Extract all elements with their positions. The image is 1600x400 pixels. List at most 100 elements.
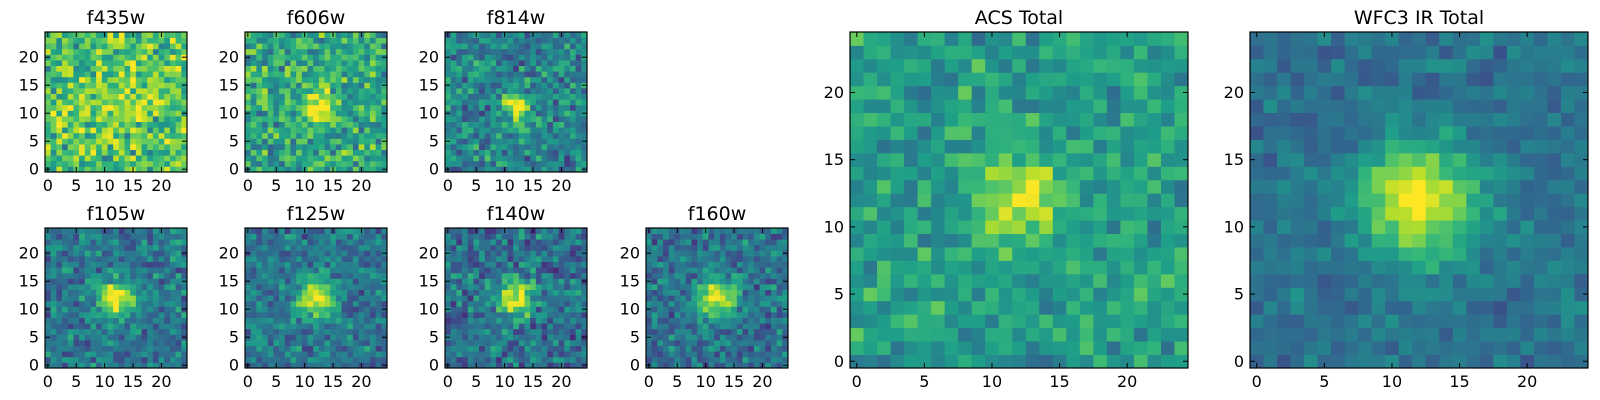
heatmap-cell [175,116,182,122]
heatmap-cell [708,328,715,335]
heatmap-cell [164,272,171,279]
heatmap-cell [256,116,263,122]
panel-title: f140w [487,203,546,225]
heatmap-cell [369,250,377,257]
heatmap-cell [341,138,348,145]
heatmap-cell [450,93,457,100]
heatmap-cell [736,306,743,313]
heatmap-cell [1025,273,1040,288]
heatmap-cell [175,312,182,318]
heatmap-cell [702,328,709,335]
heatmap-cell [375,144,382,150]
heatmap-cell [113,166,120,173]
heatmap-cell [890,260,905,275]
heatmap-cell [569,334,577,341]
heatmap-cell [685,334,692,341]
heatmap-cell [541,110,548,117]
heatmap-cell [1174,300,1189,315]
heatmap-cell [107,48,114,55]
heatmap-cell [685,312,692,318]
y-tick-label: 0 [29,160,39,179]
heatmap-cell [330,37,337,44]
heatmap-cell [113,340,120,346]
heatmap-cell [290,244,297,251]
heatmap-cell [917,166,932,181]
heatmap-cell [581,261,588,268]
heatmap-cell [330,351,337,358]
y-tick-label: 0 [630,356,640,375]
heatmap-cell [347,127,354,134]
heatmap-cell [284,54,291,61]
heatmap-cell [147,149,154,156]
heatmap-cell [273,295,280,302]
heatmap-cell [518,284,525,290]
heatmap-cell [1093,166,1108,181]
heatmap-cell [518,317,525,324]
heatmap-cell [369,138,377,145]
heatmap-cell [175,166,182,173]
heatmap-cell [646,284,653,290]
heatmap-cell [279,239,286,246]
heatmap-cell [668,278,675,285]
heatmap-cell [256,166,263,173]
heatmap-cell [262,82,269,89]
heatmap-cell [484,127,491,134]
heatmap-cell [691,300,698,307]
heatmap-cell [135,261,142,268]
heatmap-cell [731,306,738,313]
heatmap-cell [479,110,486,117]
heatmap-cell [67,121,74,128]
heatmap-cell [697,272,704,279]
heatmap-cell [748,278,755,285]
heatmap-cell [250,256,257,262]
heatmap-cell [541,345,548,352]
heatmap-cell [719,340,726,346]
heatmap-cell [67,99,74,106]
heatmap-cell [479,256,486,262]
heatmap-cell [324,93,331,100]
heatmap-cell [147,340,154,346]
heatmap-cell [877,233,891,248]
heatmap-cell [164,93,171,100]
heatmap-cell [130,160,137,167]
heatmap-cell [564,244,571,251]
heatmap-cell [719,312,726,318]
heatmap-cell [141,37,148,44]
heatmap-cell [456,239,463,246]
heatmap-cell [130,104,137,111]
heatmap-cell [335,149,342,156]
heatmap-cell [273,239,280,246]
heatmap-cell [101,233,108,240]
heatmap-cell [267,250,274,257]
heatmap-cell [301,110,308,117]
heatmap-cell [62,345,69,352]
heatmap-cell [341,71,348,78]
heatmap-cell [484,54,491,61]
heatmap-cell [158,244,165,251]
heatmap-cell [456,138,463,145]
heatmap-cell [445,345,452,352]
heatmap-cell [770,233,778,240]
heatmap-cell [101,110,108,117]
heatmap-cell [473,54,480,61]
heatmap-cells [646,228,789,369]
heatmap-cell [124,250,131,257]
heatmap-cell [479,48,486,55]
heatmap-cell [501,37,508,44]
heatmap-cell [50,306,57,313]
heatmap-cell [456,295,463,302]
heatmap-cell [657,256,664,262]
heatmap-cell [668,300,675,307]
heatmap-cell [96,362,103,369]
heatmap-cell [1052,247,1067,261]
heatmap-cell [262,328,269,335]
heatmap-cell [79,362,86,369]
heatmap-cell [84,284,91,290]
heatmap-cell [79,32,86,38]
heatmap-cell [753,334,760,341]
heatmap-cell [152,239,159,246]
heatmap-cell [714,250,721,257]
heatmap-cell [352,149,359,156]
heatmap-cell [736,244,743,251]
heatmap-cell [364,345,371,352]
